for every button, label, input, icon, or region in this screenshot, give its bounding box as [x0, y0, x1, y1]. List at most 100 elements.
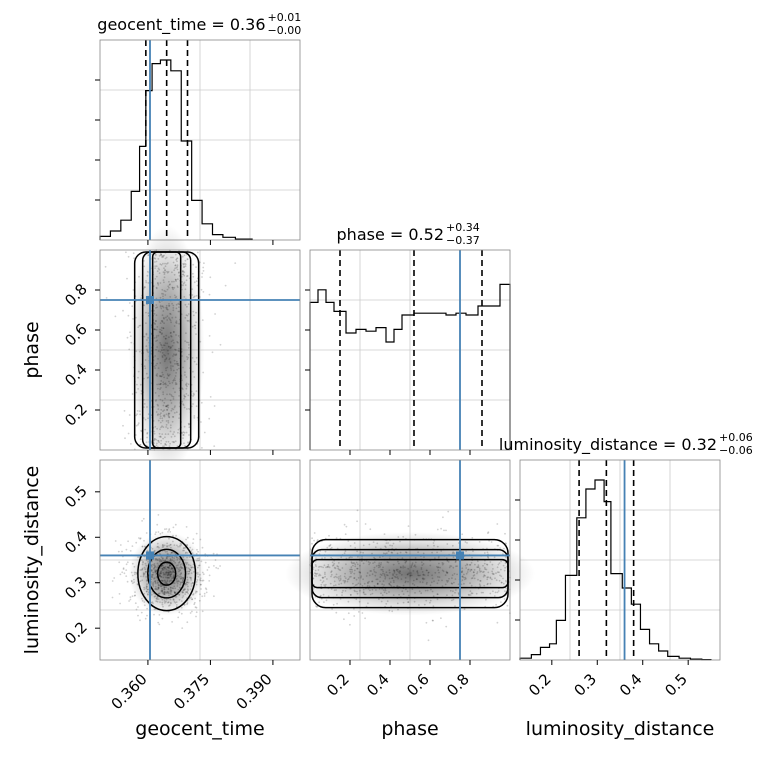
sample-point — [192, 538, 195, 540]
x-tick-label: 0.375 — [170, 670, 213, 713]
sample-point — [126, 561, 129, 564]
sample-point — [124, 437, 126, 440]
sample-point — [161, 617, 164, 620]
sample-point — [447, 510, 450, 513]
sample-point — [181, 627, 184, 629]
histogram-step — [99, 59, 253, 240]
x-tick-label: 0.4 — [616, 670, 646, 700]
sample-point — [442, 516, 444, 519]
sample-point — [128, 414, 131, 416]
title-geocent_time: geocent_time = 0.36 +0.01−0.00 — [97, 11, 301, 37]
y-tick-label: 0.2 — [61, 618, 91, 648]
sample-point — [114, 540, 117, 542]
sample-point — [364, 617, 366, 620]
panel-frame — [309, 459, 511, 661]
sample-point — [141, 520, 144, 522]
sample-point — [211, 351, 214, 354]
sample-point — [186, 536, 189, 539]
panel-frame — [309, 249, 511, 451]
sample-point — [425, 621, 428, 624]
sample-point — [118, 593, 121, 595]
sample-point — [114, 315, 117, 318]
panel-frame — [99, 249, 301, 451]
sample-point — [204, 587, 207, 590]
sample-point — [126, 580, 129, 583]
sample-point — [185, 526, 188, 528]
sample-point — [138, 537, 140, 539]
sample-point — [440, 617, 442, 620]
sample-point — [347, 612, 350, 615]
sample-point — [208, 580, 211, 582]
sample-point — [193, 601, 196, 604]
sample-point — [137, 606, 139, 608]
sample-point — [135, 541, 138, 544]
title-luminosity_distance: luminosity_distance = 0.32 +0.06−0.06 — [499, 431, 753, 457]
sample-point — [496, 523, 499, 525]
x-tick-label: 0.4 — [363, 670, 393, 700]
x-axis-label: geocent_time — [135, 718, 264, 740]
sample-point — [202, 266, 205, 269]
sample-point — [445, 625, 448, 628]
sample-point — [506, 604, 509, 607]
truth-marker — [146, 296, 154, 304]
title-sub: −0.06 — [719, 444, 753, 457]
title-main: geocent_time = 0.36 — [97, 15, 265, 35]
x-tick-label: 0.2 — [525, 670, 555, 700]
sample-point — [126, 336, 129, 339]
sample-point — [219, 343, 222, 346]
sample-point — [313, 539, 315, 542]
sample-point — [127, 314, 130, 317]
sample-point — [134, 602, 137, 605]
sample-point — [131, 545, 134, 547]
sample-point — [122, 567, 125, 569]
contours — [137, 535, 197, 612]
sample-point — [234, 262, 237, 264]
sample-point — [440, 527, 442, 530]
sample-point — [200, 421, 202, 423]
sample-point — [132, 252, 135, 255]
sample-point — [335, 611, 338, 614]
sample-point — [125, 548, 128, 551]
sample-point — [156, 523, 159, 526]
sample-point — [125, 569, 128, 571]
y-axis-label: phase — [21, 321, 43, 378]
sample-point — [125, 575, 128, 577]
contours — [133, 251, 200, 449]
sample-point — [195, 606, 198, 609]
sample-point — [130, 443, 132, 445]
sample-point — [315, 605, 317, 607]
sample-point — [200, 401, 203, 404]
sample-point — [212, 552, 215, 555]
sample-point — [331, 608, 333, 610]
x-tick-label: 0.2 — [323, 670, 353, 700]
sample-point — [200, 288, 203, 291]
sample-point — [129, 550, 132, 552]
sample-point — [204, 553, 207, 555]
sample-point — [129, 598, 132, 601]
sample-point — [142, 517, 145, 520]
sample-point — [191, 254, 194, 256]
x-axis-label: luminosity_distance — [526, 718, 715, 740]
title-sup: +0.34 — [446, 221, 480, 234]
x-tick-label: 0.390 — [233, 670, 276, 713]
sample-point — [361, 612, 364, 614]
y-axis-label: luminosity_distance — [21, 466, 43, 655]
sample-point — [201, 610, 204, 613]
sample-point — [131, 595, 134, 598]
sample-point — [311, 542, 313, 545]
sample-point — [127, 540, 129, 543]
title-main: phase = 0.52 — [337, 225, 444, 244]
sample-point — [208, 293, 211, 296]
sample-point — [171, 621, 174, 623]
contour-line — [156, 561, 177, 586]
contours — [311, 538, 509, 609]
sample-point — [196, 251, 199, 254]
sample-point — [146, 614, 148, 617]
y-tick-label: 0.4 — [61, 527, 91, 557]
sample-point — [215, 566, 218, 569]
diag-panel-luminosity_distance — [515, 459, 721, 661]
sample-point — [206, 569, 209, 571]
sample-point — [213, 565, 215, 567]
sample-point — [164, 528, 166, 531]
sample-point — [153, 613, 155, 616]
